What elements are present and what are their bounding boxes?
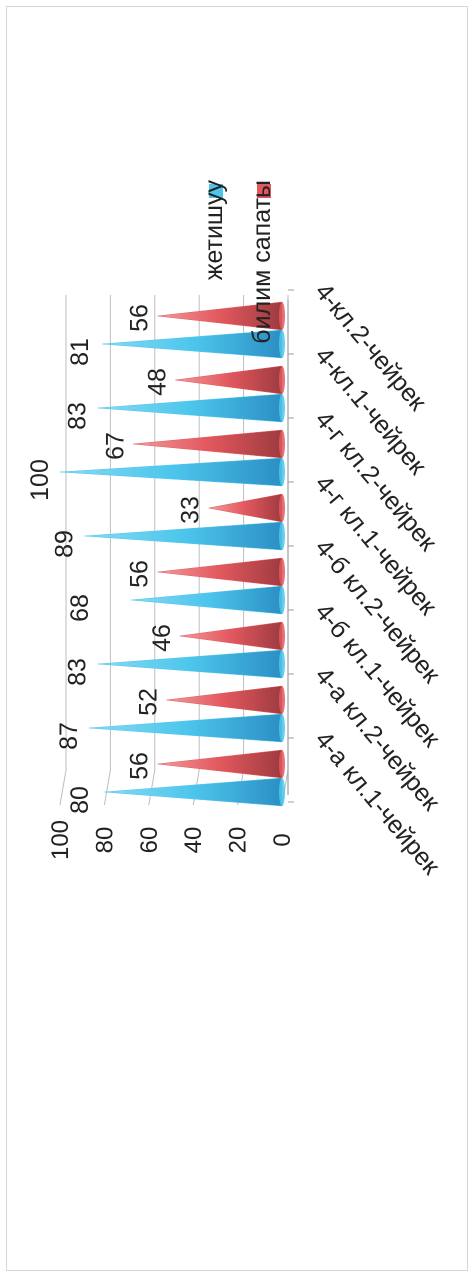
data-label-series-2-3: 46 (148, 624, 176, 652)
cone-series-2-5 (208, 493, 283, 523)
cone-series-2-1 (157, 749, 283, 779)
cone-base-series-2-6 (279, 430, 285, 458)
cone-base-series-1-8 (279, 330, 285, 358)
cone-series-2-4 (157, 557, 283, 587)
cone-series-1-2 (88, 713, 283, 743)
legend-swatch-series-1 (209, 184, 223, 198)
gridline-depth (148, 769, 156, 806)
cone-series-2-7 (175, 365, 283, 395)
data-label-series-1-7: 83 (64, 402, 92, 430)
cone-series-1-3 (97, 649, 283, 679)
data-label-series-1-2: 87 (55, 722, 83, 750)
data-label-series-2-2: 52 (135, 688, 163, 716)
cone-base-series-1-6 (279, 458, 285, 486)
cone-series-1-5 (84, 521, 283, 551)
y-tick-label: 60 (136, 827, 163, 854)
y-tick-label: 100 (47, 820, 74, 860)
data-label-series-2-6: 67 (101, 432, 129, 460)
cone-base-series-2-4 (279, 558, 285, 586)
cone-series-1-7 (97, 393, 283, 423)
y-tick-label: 40 (180, 827, 207, 854)
cone-base-series-1-4 (279, 586, 285, 614)
chart-frame (6, 6, 468, 1271)
data-label-series-1-1: 80 (66, 786, 94, 814)
data-label-series-2-7: 48 (143, 368, 171, 396)
cone-base-series-2-1 (279, 750, 285, 778)
cone-base-series-2-7 (279, 366, 285, 394)
cone-series-2-2 (166, 685, 283, 715)
data-label-series-1-6: 100 (26, 459, 54, 501)
cone-base-series-2-3 (279, 622, 285, 650)
y-tick-label: 0 (269, 833, 296, 846)
data-label-series-2-1: 56 (126, 752, 154, 780)
cone-base-series-2-8 (279, 302, 285, 330)
cone-series-1-6 (59, 457, 283, 487)
cone-base-series-1-7 (279, 394, 285, 422)
cone-series-1-4 (131, 585, 283, 615)
cone-series-1-1 (104, 777, 283, 807)
cone-base-series-1-3 (279, 650, 285, 678)
legend-label-series-2: билим сапаты (248, 180, 276, 344)
legend-swatch-series-2 (257, 184, 271, 198)
data-labels: 80 87 83 68 89 100 83 81 56 52 46 56 33 67 48 56 (26, 304, 205, 814)
cone-base-series-1-2 (279, 714, 285, 742)
cone-base-series-2-5 (279, 494, 285, 522)
cone-base-series-1-5 (279, 522, 285, 550)
cone-base-series-2-2 (279, 686, 285, 714)
y-tick-label: 20 (225, 827, 252, 854)
cone-marks (59, 301, 285, 807)
legend: жетишуу билим сапаты (200, 180, 276, 344)
data-label-series-1-4: 68 (66, 594, 94, 622)
cone-series-2-6 (133, 429, 283, 459)
cone-base-series-1-1 (279, 778, 285, 806)
data-label-series-1-3: 83 (64, 658, 92, 686)
cone-series-2-3 (179, 621, 283, 651)
data-label-series-2-8: 56 (126, 304, 154, 332)
legend-label-series-1: жетишуу (200, 180, 228, 281)
data-label-series-1-8: 81 (66, 338, 94, 366)
gridline-depth (59, 769, 67, 806)
y-tick-label: 80 (91, 827, 118, 854)
data-label-series-2-5: 33 (177, 496, 205, 524)
gridline-depth (103, 769, 111, 806)
data-label-series-2-4: 56 (126, 560, 154, 588)
value-axis-ticks: 0 20 40 60 80 100 (47, 820, 296, 860)
data-label-series-1-5: 89 (50, 530, 78, 558)
